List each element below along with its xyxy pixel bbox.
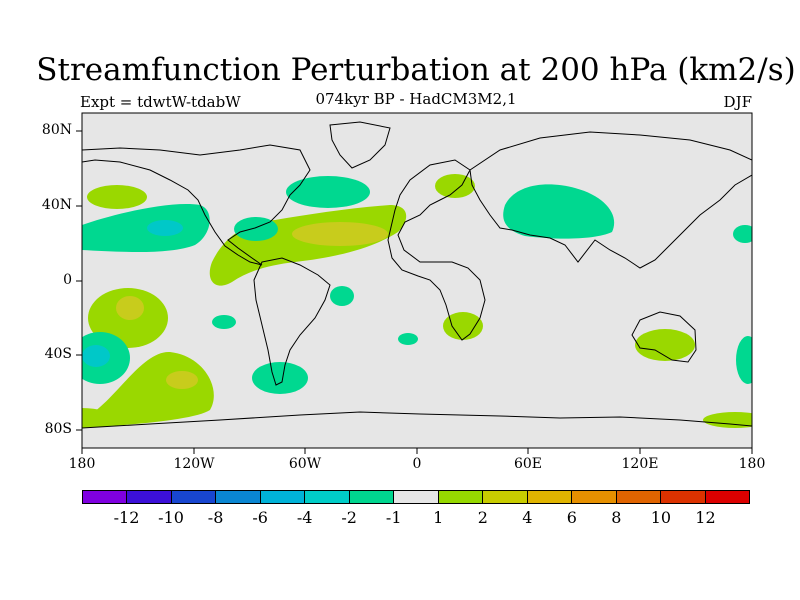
colorbar-label: -10 (158, 508, 184, 527)
lon-label-120w: 120W (173, 456, 215, 472)
colorbar-label: 1 (433, 508, 444, 527)
lat-label-40s: 40S (44, 346, 72, 362)
greenland-outline (329, 121, 391, 169)
south-pacific-core (116, 296, 144, 320)
mid-atlantic-negative (286, 176, 370, 208)
colorbar-label: 12 (695, 508, 716, 527)
colorbar-label: 10 (650, 508, 672, 527)
south-america-outline (253, 257, 331, 386)
strong-positive-anomalies (116, 222, 388, 389)
lon-label-60e: 60E (513, 456, 543, 472)
south-atlantic-negative-small (330, 286, 354, 306)
asia-edge-negative (733, 225, 752, 243)
lon-label-120e: 120E (621, 456, 659, 472)
north-america-outline (82, 144, 311, 266)
lon-label-0: 0 (412, 456, 422, 472)
colorbar-label: -4 (296, 508, 313, 527)
east-edge-negative (736, 336, 752, 384)
antarctica-edge-positive (703, 412, 752, 428)
colorbar-cell (127, 491, 172, 503)
lat-label-40n: 40N (41, 197, 72, 213)
north-pacific-core (147, 220, 183, 236)
colorbar-label: -2 (341, 508, 357, 527)
season-label: DJF (723, 93, 752, 111)
colorbar-cell (661, 491, 706, 503)
strong-negative-anomalies (82, 220, 183, 367)
colorbar-label: -12 (113, 508, 140, 527)
west-edge-positive (82, 408, 112, 428)
colorbar-label: 2 (477, 508, 488, 527)
colorbar-label: 4 (522, 508, 533, 527)
colorbar-cell (305, 491, 350, 503)
lat-label-0: 0 (63, 272, 72, 288)
colorbar-cell (349, 491, 395, 503)
colorbar-cell (572, 491, 617, 503)
colorbar (82, 490, 750, 504)
south-america-south-negative (252, 362, 308, 394)
colorbar-label: -1 (385, 508, 402, 527)
antarctica-outline (82, 411, 752, 429)
europe-africa-outline (387, 159, 486, 341)
colorbar-label: -6 (252, 508, 268, 527)
lat-label-80n: 80N (41, 122, 72, 138)
colorbar-cell (527, 491, 573, 503)
southern-ocean-core (166, 371, 198, 389)
anomaly-field (82, 174, 752, 428)
south-africa-positive (443, 312, 483, 340)
colorbar-cell (216, 491, 261, 503)
south-africa-negative (398, 333, 418, 345)
atlantic-jet-core (292, 222, 388, 246)
lon-label-180w: 180 (68, 456, 96, 472)
australia-outline (631, 311, 697, 363)
north-pacific-positive (87, 185, 147, 209)
colorbar-label: 8 (611, 508, 622, 527)
lat-label-80s: 80S (44, 421, 72, 437)
colorbar-cell (438, 491, 484, 503)
lon-label-60w: 60W (288, 456, 322, 472)
north-atlantic-positive-small (435, 174, 475, 198)
lon-ticks (81, 448, 753, 454)
colorbar-cell (705, 491, 750, 503)
colorbar-cell (171, 491, 217, 503)
australia-positive (635, 329, 695, 361)
asia-outline (469, 131, 752, 269)
colorbar-label: 6 (566, 508, 577, 527)
colorbar-cell (394, 491, 439, 503)
lon-label-180e: 180 (738, 456, 766, 472)
asia-negative (503, 184, 615, 239)
north-pacific-negative (82, 204, 210, 253)
southern-ocean-positive (82, 351, 214, 428)
plot-title: Streamfunction Perturbation at 200 hPa (… (36, 52, 796, 88)
south-america-negative-small (212, 315, 236, 329)
colorbar-label: -8 (207, 508, 224, 527)
coastlines (82, 121, 752, 429)
colorbar-cell (483, 491, 528, 503)
colorbar-cell (616, 491, 662, 503)
colorbar-cell (260, 491, 306, 503)
lat-ticks (76, 130, 82, 431)
plot-subtitle: 074kyr BP - HadCM3M2,1 (315, 90, 517, 108)
experiment-label: Expt = tdwtW-tdabW (80, 93, 241, 111)
colorbar-cell (83, 491, 128, 503)
south-pacific-west-core (82, 345, 110, 367)
